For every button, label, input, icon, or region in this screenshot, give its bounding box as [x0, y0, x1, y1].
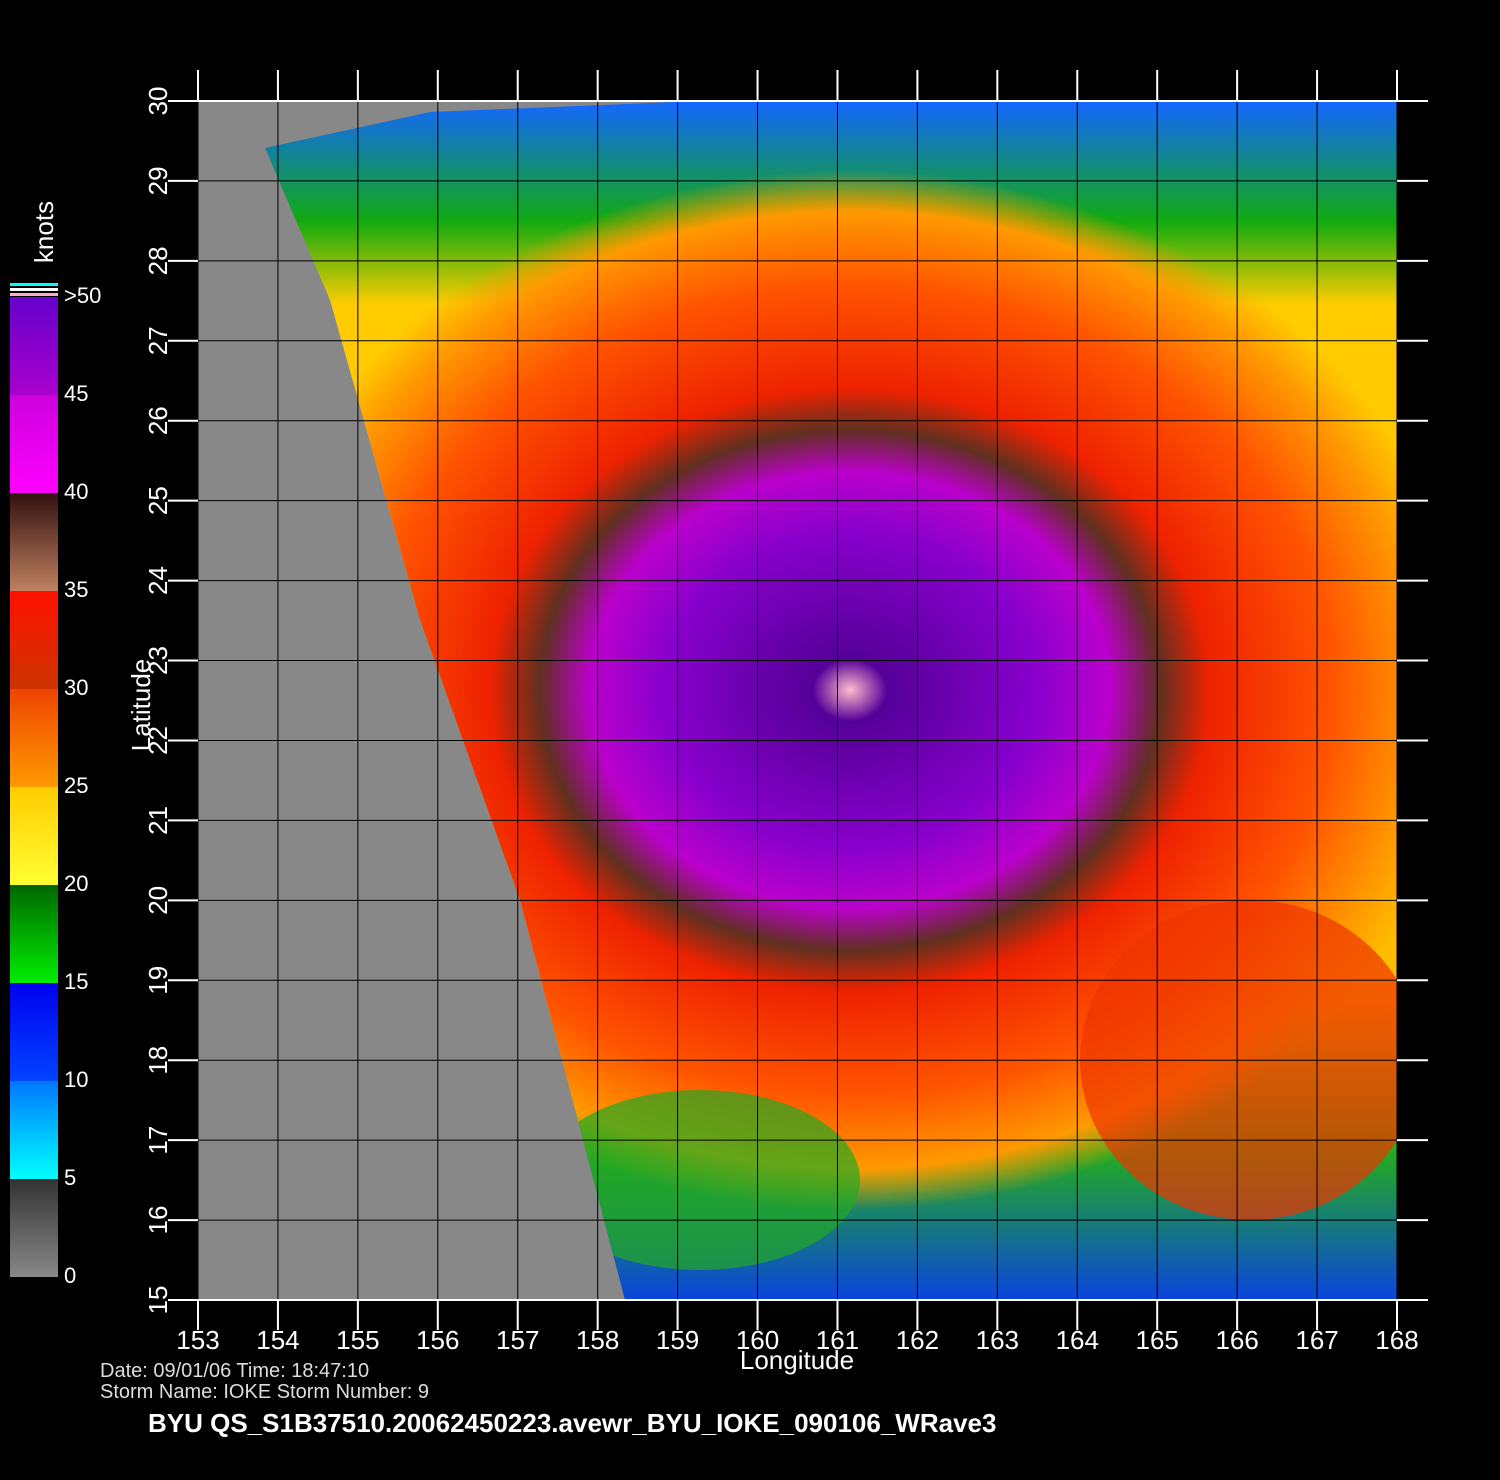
calm-patch — [540, 1090, 860, 1270]
x-tick-label: 164 — [1056, 1325, 1099, 1355]
colorbar-segment — [10, 297, 58, 395]
x-tick-label: 158 — [576, 1325, 619, 1355]
colorbar-cap — [10, 283, 58, 286]
info-line: Date: 09/01/06 Time: 18:47:10 — [100, 1360, 369, 1382]
colorbar-label: 10 — [64, 1067, 88, 1092]
y-tick-label: 24 — [143, 566, 173, 595]
y-tick-label: 22 — [143, 726, 173, 755]
colorbar-segment — [10, 983, 58, 1081]
colorbar-label: 20 — [64, 871, 88, 896]
y-tick-label: 19 — [143, 966, 173, 995]
y-tick-label: 18 — [143, 1046, 173, 1075]
info-line: Storm Name: IOKE Storm Number: 9 — [100, 1381, 429, 1403]
y-tick-label: 15 — [143, 1286, 173, 1315]
x-tick-label: 156 — [416, 1325, 459, 1355]
x-tick-label: 168 — [1375, 1325, 1418, 1355]
y-tick-label: 16 — [143, 1206, 173, 1235]
colorbar-label: 15 — [64, 969, 88, 994]
colorbar-segment — [10, 689, 58, 787]
x-tick-label: 162 — [896, 1325, 939, 1355]
colorbar-title: knots — [29, 201, 59, 263]
colorbar-segment — [10, 493, 58, 591]
y-tick-label: 29 — [143, 166, 173, 195]
colorbar-segment — [10, 1179, 58, 1277]
colorbar-label: 35 — [64, 577, 88, 602]
y-tick-label: 23 — [143, 646, 173, 675]
x-tick-label: 157 — [496, 1325, 539, 1355]
x-axis-label: Longitude — [740, 1345, 854, 1375]
x-tick-label: 155 — [336, 1325, 379, 1355]
x-tick-label: 163 — [976, 1325, 1019, 1355]
y-tick-label: 21 — [143, 806, 173, 835]
y-tick-label: 28 — [143, 246, 173, 275]
x-tick-label: 166 — [1215, 1325, 1258, 1355]
colorbar-label: 0 — [64, 1263, 76, 1288]
colorbar-cap — [10, 293, 58, 296]
y-axis-label: Latitude — [126, 659, 156, 752]
colorbar-label: 30 — [64, 675, 88, 700]
colorbar-segment — [10, 885, 58, 983]
x-tick-label: 153 — [176, 1325, 219, 1355]
x-tick-label: 154 — [256, 1325, 299, 1355]
colorbar-cap — [10, 288, 58, 291]
x-tick-label: 161 — [816, 1325, 859, 1355]
colorbar-segment — [10, 395, 58, 493]
y-tick-label: 30 — [143, 87, 173, 116]
y-tick-label: 27 — [143, 326, 173, 355]
colorbar-label: >50 — [64, 283, 101, 308]
colorbar-label: 25 — [64, 773, 88, 798]
colorbar-segment — [10, 591, 58, 689]
y-tick-label: 25 — [143, 486, 173, 515]
x-tick-label: 167 — [1295, 1325, 1338, 1355]
x-tick-label: 160 — [736, 1325, 779, 1355]
y-tick-label: 20 — [143, 886, 173, 915]
colorbar-label: 5 — [64, 1165, 76, 1190]
colorbar-segment — [10, 1081, 58, 1179]
y-tick-label: 26 — [143, 406, 173, 435]
x-tick-label: 159 — [656, 1325, 699, 1355]
y-tick-label: 17 — [143, 1126, 173, 1155]
x-tick-label: 165 — [1136, 1325, 1179, 1355]
footer: BYU QS_S1B37510.20062450223.avewr_BYU_IO… — [148, 1408, 996, 1438]
colorbar-label: 45 — [64, 381, 88, 406]
colorbar-label: 40 — [64, 479, 88, 504]
colorbar-segment — [10, 787, 58, 885]
